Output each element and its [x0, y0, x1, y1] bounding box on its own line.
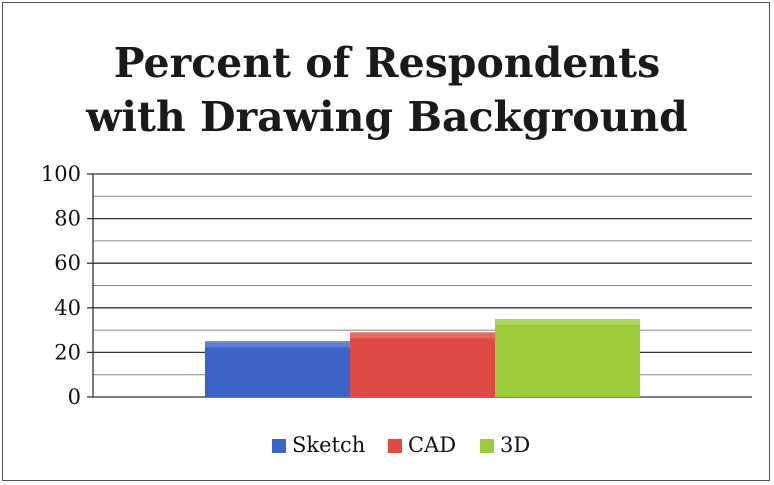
bar-fill	[495, 318, 640, 397]
chart-frame	[2, 2, 770, 481]
bar-cad	[350, 332, 495, 397]
bars	[205, 318, 640, 397]
y-tick-label: 40	[54, 296, 81, 320]
bar-sketch	[205, 341, 350, 397]
legend-label: Sketch	[292, 433, 365, 457]
chart-title-line-1: Percent of Respondents	[113, 39, 661, 87]
legend: Sketch CAD 3D	[272, 433, 530, 457]
legend-swatch	[272, 439, 286, 453]
y-tick-label: 20	[54, 340, 81, 364]
y-tick-label: 60	[54, 251, 81, 275]
legend-swatch	[388, 439, 402, 453]
legend-swatch	[480, 439, 494, 453]
y-axis: 0 20 40 60 80 100	[41, 162, 94, 409]
legend-item-3d: 3D	[480, 433, 530, 457]
legend-item-cad: CAD	[388, 433, 456, 457]
chart-title-line-2: with Drawing Background	[86, 93, 688, 141]
bar-highlight	[205, 341, 350, 348]
chart-title: Percent of Respondents with Drawing Back…	[0, 36, 774, 144]
legend-item-sketch: Sketch	[272, 433, 365, 457]
bar-fill	[350, 332, 495, 397]
y-tick-label: 100	[41, 162, 81, 186]
bar-highlight	[350, 332, 495, 339]
y-tick-label: 80	[54, 207, 81, 231]
bar-fill	[205, 341, 350, 397]
bar-highlight	[495, 318, 640, 325]
legend-label: 3D	[500, 433, 530, 457]
legend-label: CAD	[408, 433, 456, 457]
y-tick-label: 0	[68, 385, 81, 409]
bar-3d	[495, 318, 640, 397]
